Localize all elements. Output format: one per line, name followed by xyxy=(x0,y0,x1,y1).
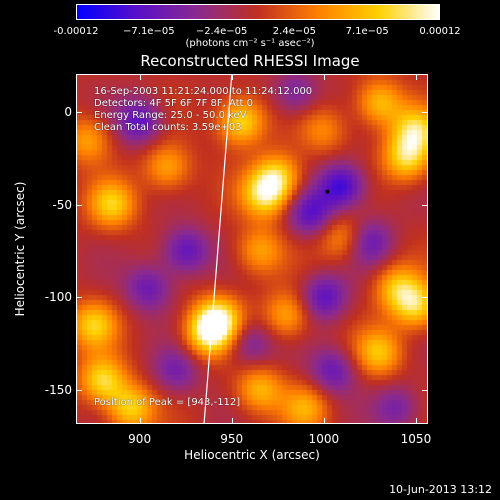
x-tick-label: 1050 xyxy=(400,432,432,446)
y-tick-mark xyxy=(422,297,428,299)
x-tick-label: 950 xyxy=(220,432,244,446)
solar-limb-line xyxy=(203,75,233,423)
colorbar-tick-label: 2.4e−05 xyxy=(272,26,316,37)
y-tick-mark xyxy=(422,112,428,114)
x-tick-mark xyxy=(415,74,417,80)
timestamp-footer: 10-Jun-2013 13:12 xyxy=(389,483,492,496)
x-tick-label: 900 xyxy=(128,432,152,446)
image-plot-area xyxy=(76,74,428,424)
x-tick-mark xyxy=(139,74,141,80)
y-tick-mark xyxy=(76,204,82,206)
annotation-energy-range: Energy Range: 25.0 - 50.0 keV xyxy=(94,110,247,121)
y-tick-label: -50 xyxy=(52,197,72,212)
y-tick-mark xyxy=(422,204,428,206)
colorbar xyxy=(76,4,440,20)
dark-spot-marker xyxy=(325,189,330,194)
x-tick-mark xyxy=(323,74,325,80)
colorbar-tick-label: -0.00012 xyxy=(53,26,99,37)
heatmap-canvas xyxy=(77,75,427,423)
y-tick-label: -150 xyxy=(44,382,72,397)
x-axis-label: Heliocentric X (arcsec) xyxy=(184,448,320,462)
y-tick-label: -100 xyxy=(44,290,72,305)
colorbar-tick-label: −2.4e−05 xyxy=(195,26,248,37)
y-axis-label: Heliocentric Y (arcsec) xyxy=(13,181,27,317)
plot-overlay xyxy=(203,75,330,423)
x-tick-mark xyxy=(323,418,325,424)
x-tick-mark xyxy=(231,418,233,424)
colorbar-tick-label: −7.1e−05 xyxy=(123,26,175,37)
colorbar-tick-label: 0.00012 xyxy=(419,26,461,37)
x-tick-mark xyxy=(139,418,141,424)
colorbar-tick-label: 7.1e−05 xyxy=(345,26,389,37)
y-tick-mark xyxy=(422,389,428,391)
y-tick-mark xyxy=(76,389,82,391)
y-tick-mark xyxy=(76,297,82,299)
chart-title: Reconstructed RHESSI Image xyxy=(140,52,360,70)
y-tick-label: 0 xyxy=(64,105,72,120)
annotation-peak-position: Position of Peak = [943,-112] xyxy=(94,397,241,408)
annotation-counts: Clean Total counts: 3.59e+03 xyxy=(94,122,242,133)
x-tick-label: 1000 xyxy=(308,432,340,446)
x-tick-mark xyxy=(231,74,233,80)
colorbar-units: (photons cm⁻² s⁻¹ asec⁻²) xyxy=(185,38,315,49)
annotation-time-range: 16-Sep-2003 11:21:24.000 to 11:24:12.000 xyxy=(94,86,313,97)
annotation-detectors: Detectors: 4F 5F 6F 7F 8F, Att 0 xyxy=(94,98,254,109)
y-tick-mark xyxy=(76,112,82,114)
x-tick-mark xyxy=(415,418,417,424)
